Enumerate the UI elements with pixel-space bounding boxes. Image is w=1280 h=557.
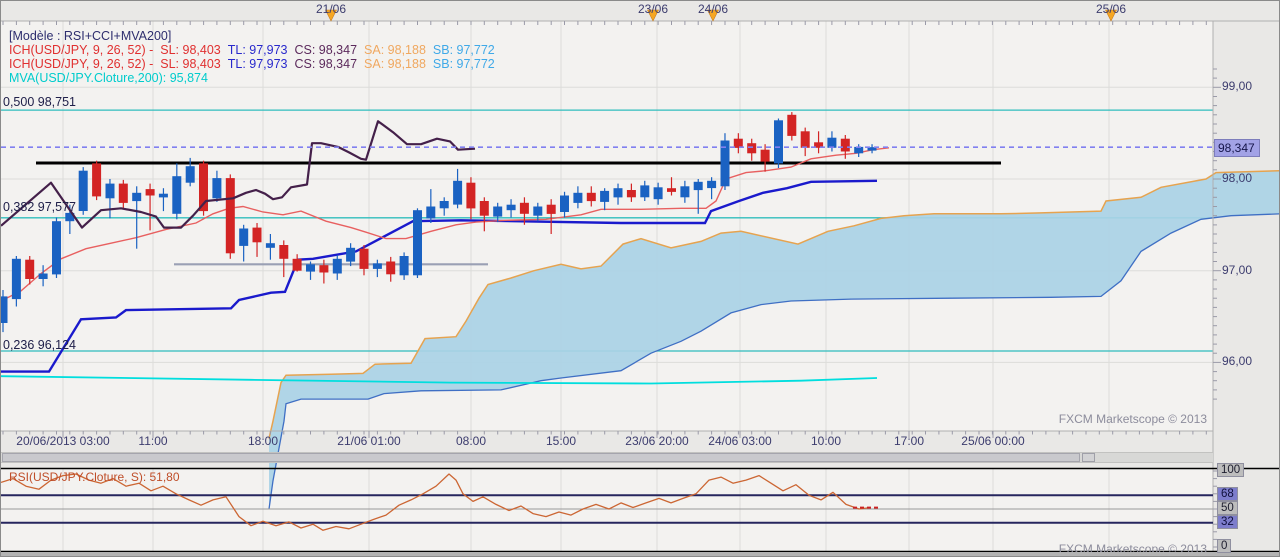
current-price-tag: 98,347 bbox=[1214, 139, 1260, 158]
bottom-axis-time-label: 15:00 bbox=[545, 434, 577, 448]
legend-segment: SL: 98,403 bbox=[160, 57, 221, 71]
rsi-indicator-label: RSI(USD/JPY.Cloture, S): 51,80 bbox=[9, 470, 180, 484]
indicator-legend: [Modèle : RSI+CCI+MVA200] ICH(USD/JPY, 9… bbox=[9, 29, 502, 85]
axis-ticks bbox=[2, 21, 1221, 548]
bottom-axis-time-label: 18:00 bbox=[247, 434, 279, 448]
bottom-axis-time-label: 10:00 bbox=[810, 434, 842, 448]
bottom-axis-time-label: 11:00 bbox=[138, 434, 168, 448]
rsi-plot-background bbox=[1, 469, 1213, 551]
legend-segment: SA: 98,188 bbox=[364, 43, 426, 57]
rsi-axis-value: 50 bbox=[1217, 501, 1238, 515]
fib-label-0236: 0,236 96,124 bbox=[3, 338, 76, 352]
legend-segment: SB: 97,772 bbox=[432, 57, 495, 71]
top-axis-date-label: 21/06 bbox=[315, 2, 347, 16]
top-axis-date-label: 24/06 bbox=[697, 2, 729, 16]
legend-segment: ICH(USD/JPY, 9, 26, 52) - bbox=[9, 57, 154, 71]
legend-ichimoku-1: ICH(USD/JPY, 9, 26, 52) - SL: 98,403 TL: 9… bbox=[9, 43, 502, 57]
top-axis-date-label: 25/06 bbox=[1095, 2, 1127, 16]
rsi-axis-value: 0 bbox=[1217, 539, 1232, 553]
rsi-line bbox=[1, 473, 872, 531]
right-axis-price-label: 96,00 bbox=[1222, 354, 1253, 369]
chikou-line bbox=[1, 120, 476, 229]
window-bottom-strip bbox=[1, 552, 1279, 556]
fib-label-0382: 0,382 97,577 bbox=[3, 200, 76, 214]
legend-segment: ICH(USD/JPY, 9, 26, 52) - bbox=[9, 43, 154, 57]
fib-label-0500: 0,500 98,751 bbox=[3, 95, 76, 109]
bottom-axis-time-label: 08:00 bbox=[455, 434, 487, 448]
top-axis-date-label: 23/06 bbox=[637, 2, 669, 16]
legend-model: [Modèle : RSI+CCI+MVA200] bbox=[9, 29, 172, 43]
legend-mva200: MVA(USD/JPY.Cloture,200): 95,874 bbox=[9, 71, 208, 85]
bottom-axis-time-label: 25/06 00:00 bbox=[961, 434, 1025, 448]
legend-segment: SL: 98,403 bbox=[160, 43, 221, 57]
bottom-axis-time-label: 17:00 bbox=[893, 434, 925, 448]
time-scrollbar-thumb[interactable] bbox=[2, 453, 1080, 462]
legend-segment: CS: 98,347 bbox=[294, 43, 358, 57]
fxcm-branding-main: FXCM Marketscope © 2013 bbox=[1058, 412, 1207, 426]
right-axis-price-label: 97,00 bbox=[1222, 262, 1253, 277]
candlesticks bbox=[1, 112, 877, 333]
mva200-line bbox=[1, 375, 878, 385]
rsi-axis-value: 32 bbox=[1217, 514, 1238, 529]
legend-segment: SA: 98,188 bbox=[364, 57, 426, 71]
bottom-axis-time-label: 23/06 20:00 bbox=[625, 434, 689, 448]
legend-ichimoku-2: ICH(USD/JPY, 9, 26, 52) - SL: 98,403 TL: 9… bbox=[9, 57, 502, 71]
legend-segment: CS: 98,347 bbox=[294, 57, 358, 71]
ichimoku-cloud bbox=[269, 170, 1279, 510]
bottom-axis-time-label: 24/06 03:00 bbox=[708, 434, 772, 448]
bottom-axis-time-label: 20/06/2013 03:00 bbox=[16, 434, 110, 448]
senkou-b-line bbox=[268, 213, 1279, 510]
legend-segment: TL: 97,973 bbox=[227, 57, 288, 71]
right-axis-price-label: 98,00 bbox=[1222, 171, 1253, 185]
rsi-axis-value: 68 bbox=[1217, 487, 1238, 502]
bottom-axis-time-label: 21/06 01:00 bbox=[337, 434, 401, 448]
axes-frame bbox=[1, 20, 1279, 552]
day-marker-triangles bbox=[325, 9, 1117, 22]
legend-segment: SB: 97,772 bbox=[432, 43, 495, 57]
time-scrollbar-button[interactable] bbox=[1082, 453, 1095, 462]
legend-segment: TL: 97,973 bbox=[227, 43, 288, 57]
right-axis-price-label: 99,00 bbox=[1222, 79, 1253, 94]
senkou-a-line bbox=[268, 170, 1279, 439]
kijun-line bbox=[1, 179, 878, 373]
rsi-axis-value: 100 bbox=[1217, 463, 1245, 477]
